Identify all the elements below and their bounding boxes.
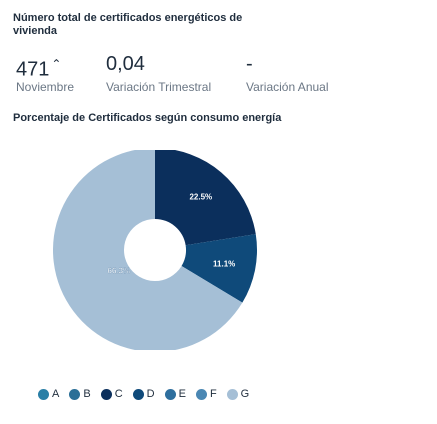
- kpi-annual-label: Variación Anual: [246, 80, 329, 94]
- kpi-annual-value: -: [246, 53, 253, 75]
- legend-item-C[interactable]: C: [100, 388, 123, 400]
- chart-legend: A B C D E F G: [38, 386, 249, 402]
- legend-dot-icon: [38, 388, 49, 400]
- legend-item-E[interactable]: E: [164, 388, 186, 400]
- legend-label: D: [146, 388, 155, 400]
- kpi-total-label: Noviembre: [16, 80, 75, 94]
- legend-dot-icon: [195, 388, 207, 400]
- legend-label: F: [209, 388, 217, 400]
- slice-C[interactable]: [155, 150, 256, 246]
- donut-chart: 22.5% 11.1% 66.3%: [53, 150, 257, 350]
- data-label-D: 11.1%: [213, 260, 235, 269]
- slice-D[interactable]: [181, 234, 257, 303]
- legend-label: A: [52, 388, 60, 400]
- legend-item-G[interactable]: G: [226, 388, 250, 400]
- legend-label: G: [240, 388, 250, 400]
- legend-label: C: [114, 388, 123, 400]
- kpi-row: 471 ⌃ Noviembre 0,04 Variación Trimestral…: [0, 52, 437, 102]
- slice-G[interactable]: [53, 150, 243, 350]
- chart-title: Porcentaje de Certificados según consumo…: [13, 112, 282, 124]
- legend-item-B[interactable]: B: [69, 388, 91, 400]
- legend-item-A[interactable]: A: [38, 388, 59, 400]
- legend-item-F[interactable]: F: [195, 388, 217, 400]
- legend-dot-icon: [226, 388, 238, 400]
- legend-item-D[interactable]: D: [132, 388, 155, 400]
- legend-label: B: [83, 388, 91, 400]
- data-label-G: 66.3%: [108, 266, 131, 275]
- kpi-total-number: 471: [16, 58, 50, 81]
- legend-dot-icon: [164, 388, 176, 400]
- legend-dot-icon: [100, 388, 112, 400]
- legend-dot-icon: [69, 388, 81, 400]
- kpi-quarterly-value: 0,04: [106, 53, 145, 75]
- arrow-up-icon: ⌃: [51, 57, 62, 71]
- kpi-total-value: 471 ⌃: [16, 52, 61, 82]
- legend-label: E: [178, 388, 186, 400]
- data-label-C: 22.5%: [189, 192, 212, 201]
- panel-title: Número total de certificados energéticos…: [13, 12, 243, 37]
- kpi-quarterly-label: Variación Trimestral: [106, 80, 212, 94]
- legend-dot-icon: [132, 388, 144, 400]
